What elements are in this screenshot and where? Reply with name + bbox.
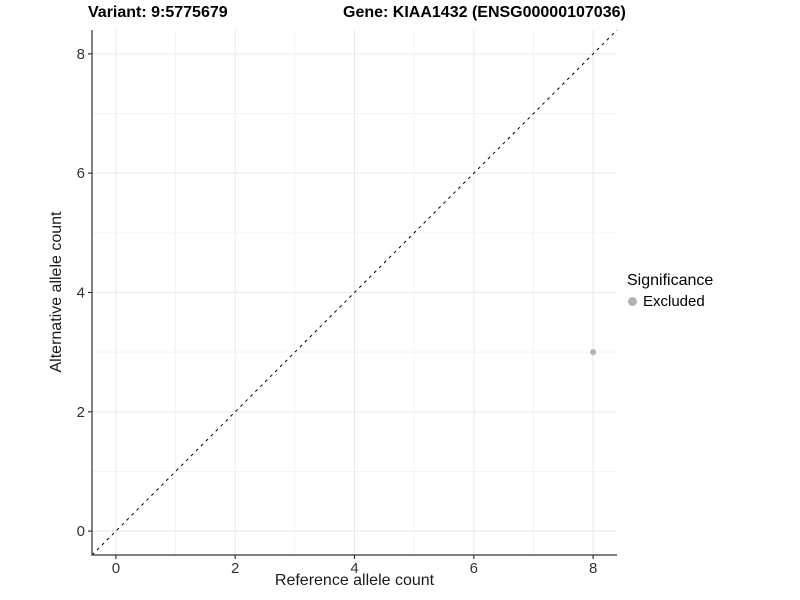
data-point (590, 349, 597, 356)
legend: Significance Excluded (627, 272, 713, 310)
x-tick-label: 2 (231, 560, 239, 577)
x-tick-label: 6 (470, 560, 478, 577)
plot-title-variant: Variant: 9:5775679 (88, 4, 228, 21)
y-tick-label: 2 (77, 404, 85, 421)
x-axis-label: Reference allele count (274, 572, 435, 589)
legend-item-label: Excluded (643, 293, 705, 310)
y-axis-label: Alternative allele count (48, 211, 65, 373)
legend-item-excluded: Excluded (627, 293, 713, 310)
y-tick-label: 8 (77, 46, 85, 63)
x-tick-label: 0 (112, 560, 120, 577)
y-tick-label: 6 (77, 165, 85, 182)
y-tick-label: 0 (77, 523, 85, 540)
point-icon (628, 297, 637, 306)
y-tick-label: 4 (77, 285, 85, 302)
legend-title: Significance (627, 272, 714, 289)
plot-title-gene: Gene: KIAA1432 (ENSG00000107036) (343, 4, 626, 21)
x-tick-label: 4 (350, 560, 358, 577)
identity-line (91, 29, 618, 556)
x-tick-label: 8 (589, 560, 597, 577)
